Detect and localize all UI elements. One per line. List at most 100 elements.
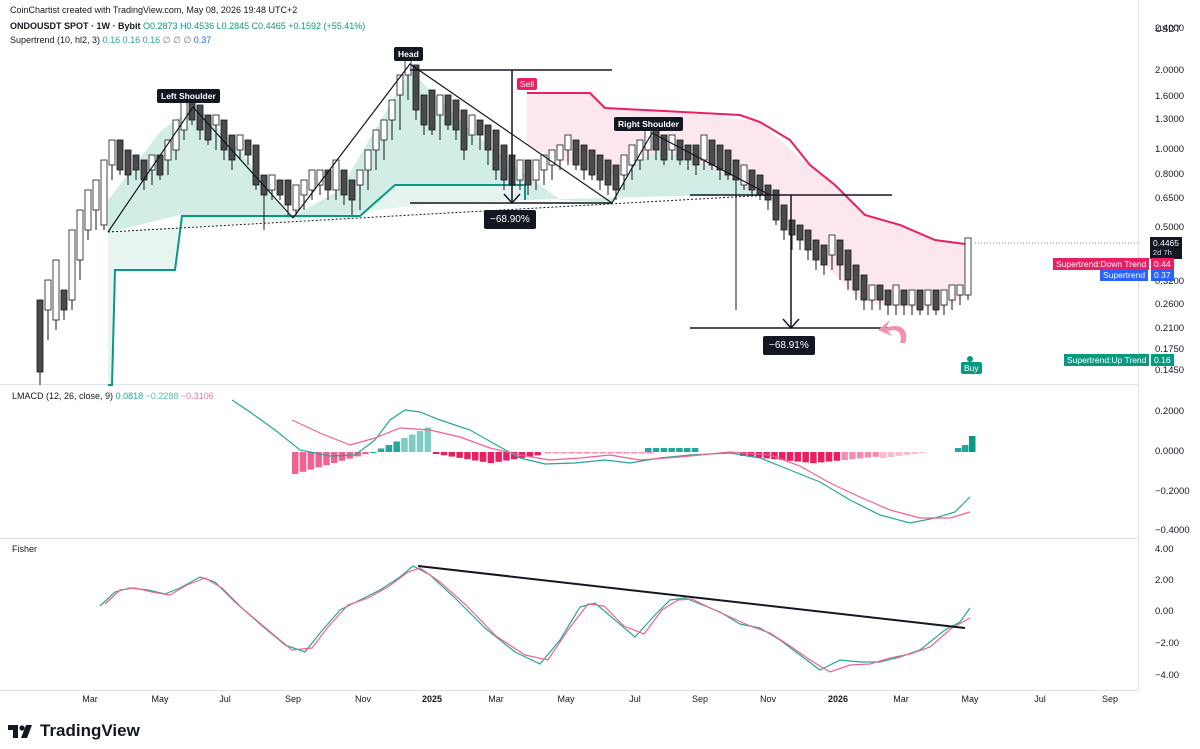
lmacd-hist-bar xyxy=(591,452,599,454)
lmacd-hist-bar xyxy=(818,452,825,463)
candle-body xyxy=(892,284,900,306)
lmacd-hist-bar xyxy=(841,452,848,460)
lmacd-hist-bar xyxy=(652,448,660,452)
price-axis-border xyxy=(1138,0,1139,690)
lmacd-hist-bar xyxy=(880,452,887,458)
candle-body xyxy=(420,94,428,126)
supertrend-v4: ∅ xyxy=(162,35,171,45)
lmacd-hist-bar xyxy=(409,434,416,452)
lmacd-hist-bar xyxy=(810,452,817,464)
candle-body xyxy=(612,164,620,191)
candle-body xyxy=(500,144,508,181)
lmacd-hist-bar xyxy=(825,452,833,462)
time-tick-label: Jul xyxy=(629,694,641,704)
candle-body xyxy=(468,114,476,136)
candle-body xyxy=(876,284,884,301)
time-tick-label: Mar xyxy=(893,694,909,704)
candle-body xyxy=(924,289,932,306)
lmacd-hist-bar xyxy=(393,441,400,452)
current-price-tag: 0.4465 2d 7h xyxy=(1150,237,1182,259)
price-pane xyxy=(36,59,1138,386)
ohlc-high: H0.4536 xyxy=(180,21,215,31)
watermark-header: CoinChartist created with TradingView.co… xyxy=(10,5,298,15)
candle-body xyxy=(548,149,556,166)
buy-dot xyxy=(967,356,973,362)
supertrend-v1: 0.16 xyxy=(102,35,121,45)
lmacd-hist-bar xyxy=(448,452,456,457)
brand-name: TradingView xyxy=(40,721,140,740)
symbol-legend: ONDOUSDT SPOT · 1W · Bybit O0.2873 H0.45… xyxy=(10,21,365,31)
candle-body xyxy=(108,139,116,166)
candle-body xyxy=(132,154,140,171)
supertrend-name: Supertrend (10, hl2, 3) xyxy=(10,35,101,45)
lmacd-hist-bar xyxy=(607,452,614,454)
lmacd-macd-value: −0.2288 xyxy=(145,391,179,401)
candle-body xyxy=(372,129,380,151)
candle-body xyxy=(116,139,124,171)
candle-body xyxy=(788,219,796,236)
candle-body xyxy=(556,144,564,161)
fisher-tick-label: 4.00 xyxy=(1155,544,1174,555)
lmacd-hist-bar xyxy=(354,452,361,457)
candle-body xyxy=(332,159,340,191)
lmacd-hist-bar xyxy=(969,436,976,452)
candle-body xyxy=(572,139,580,166)
candle-body xyxy=(732,159,740,181)
candle-body xyxy=(436,94,444,116)
lmacd-hist-bar xyxy=(560,452,568,454)
price-tick-label: 2.4000 xyxy=(1155,23,1185,34)
supertrend-v6: ∅ xyxy=(183,35,192,45)
price-tick-label: 0.8000 xyxy=(1155,169,1185,180)
tradingview-logo-icon xyxy=(8,725,32,738)
lmacd-hist-bar xyxy=(440,452,448,456)
head-lines xyxy=(292,63,613,219)
candle-body xyxy=(124,149,132,176)
buy-signal: Buy xyxy=(961,362,982,374)
candle-body xyxy=(676,139,684,161)
candle-body xyxy=(940,289,948,306)
candle-body xyxy=(636,139,644,161)
candle-body xyxy=(564,134,572,151)
price-tick-label: 1.0000 xyxy=(1155,144,1185,155)
lmacd-hist-bar xyxy=(534,452,541,456)
candle-body xyxy=(580,144,588,171)
time-tick-label: Sep xyxy=(1101,694,1119,704)
lmacd-hist-bar xyxy=(545,452,552,454)
right-shoulder-lines xyxy=(611,132,771,204)
lmacd-tick-label: −0.2000 xyxy=(1155,486,1190,497)
lmacd-macd-line xyxy=(231,399,971,524)
lmacd-hist-bar xyxy=(385,445,393,452)
candle-body xyxy=(76,209,84,261)
candle-body xyxy=(68,229,76,301)
ohlc-low: L0.2845 xyxy=(216,21,250,31)
supertrend-up-line xyxy=(108,184,526,386)
fisher-trigger-line xyxy=(104,567,971,673)
time-tick-label: Nov xyxy=(759,694,777,704)
lmacd-tick-label: 0.0000 xyxy=(1155,446,1185,457)
candle-body xyxy=(860,274,868,301)
lmacd-hist-bar xyxy=(833,452,841,461)
candle-body xyxy=(516,159,524,181)
lmacd-hist-bar xyxy=(919,452,926,453)
lmacd-hist-bar xyxy=(584,452,591,454)
price-tick-label: 0.2100 xyxy=(1155,323,1185,334)
lmacd-hist-bar xyxy=(362,452,369,455)
lmacd-hist-bar xyxy=(299,452,307,472)
ohlc-open: O0.2873 xyxy=(143,21,178,31)
candle-body xyxy=(60,289,68,311)
fisher-trendline xyxy=(417,565,966,629)
lmacd-hist-bar xyxy=(495,452,502,462)
left-shoulder-label: Left Shoulder xyxy=(157,89,220,103)
uptrend-fill xyxy=(108,70,760,232)
candle-body xyxy=(628,144,636,166)
lmacd-hist-bar xyxy=(794,452,802,462)
lmacd-hist-bar xyxy=(479,452,487,462)
candle-body xyxy=(884,289,892,306)
lmacd-hist-bar xyxy=(872,452,880,457)
neckline xyxy=(107,194,771,233)
candle-body xyxy=(956,284,964,296)
candle-body xyxy=(316,169,324,186)
lmacd-signal-line xyxy=(291,419,971,519)
lmacd-hist-bar xyxy=(660,448,668,452)
